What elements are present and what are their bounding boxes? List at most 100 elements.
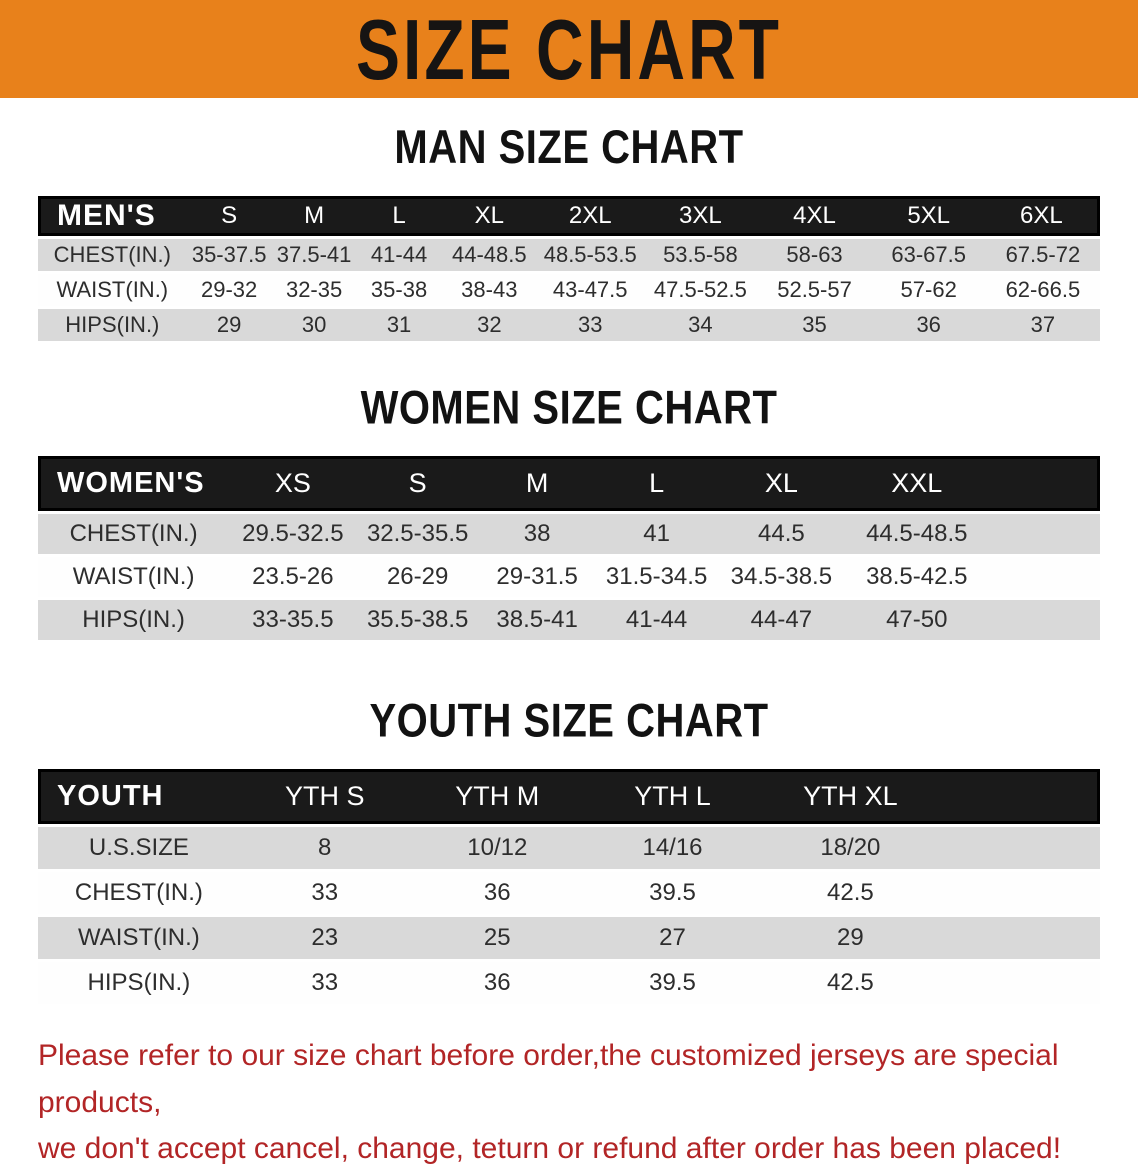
row-label: HIPS(IN.) xyxy=(87,969,191,996)
row-label: U.S.SIZE xyxy=(88,834,189,861)
disclaimer-line-1: Please refer to our size chart before or… xyxy=(38,1039,1059,1119)
size-column-header: XL xyxy=(441,196,538,236)
table-row: HIPS(IN.) 33 36 39.5 42.5 xyxy=(38,962,1100,1004)
size-value-cell: 36 xyxy=(483,969,511,996)
section-women: WOMEN SIZE CHART WOMEN'S XS S M L XL XXL CHEST(… xyxy=(38,382,1100,643)
size-column-header: YTH M xyxy=(409,769,585,824)
size-column-header: S xyxy=(356,456,479,511)
page-title: SIZE CHART xyxy=(356,0,782,98)
table-header-row: MEN'S S M L XL 2XL 3XL 4XL 5XL 6XL xyxy=(38,196,1100,236)
table-corner-label: MEN'S xyxy=(38,196,187,236)
size-column-header: L xyxy=(356,196,442,236)
size-value-cell: 33-35.5 xyxy=(252,606,334,633)
cell-spacer xyxy=(988,600,1100,640)
size-table: MEN'S S M L XL 2XL 3XL 4XL 5XL 6XL CHEST(IN.) 35-37… xyxy=(38,193,1100,344)
size-value-cell: 42.5 xyxy=(827,879,874,906)
size-value-cell: 36 xyxy=(916,312,941,337)
size-column-header: M xyxy=(478,456,596,511)
size-value-cell: 62-66.5 xyxy=(1005,277,1081,302)
row-label: WAIST(IN.) xyxy=(56,277,169,302)
size-table: WOMEN'S XS S M L XL XXL CHEST(IN.) 29.5-32.5 32.5… xyxy=(38,453,1100,643)
table-corner-label: WOMEN'S xyxy=(38,456,230,511)
cell-spacer xyxy=(988,557,1100,597)
table-header-row: WOMEN'S XS S M L XL XXL xyxy=(38,456,1100,511)
header-spacer xyxy=(940,769,1100,824)
youth-size-table: YOUTH YTH S YTH M YTH L YTH XL U.S.SIZE 8 10/12… xyxy=(38,766,1100,1007)
size-value-cell: 29-31.5 xyxy=(496,563,578,590)
size-value-cell: 32-35 xyxy=(285,277,343,302)
size-table: YOUTH YTH S YTH M YTH L YTH XL U.S.SIZE 8 10/12… xyxy=(38,766,1100,1007)
size-value-cell: 33 xyxy=(311,969,339,996)
size-value-cell: 35.5-38.5 xyxy=(366,606,469,633)
size-value-cell: 57-62 xyxy=(900,277,957,302)
size-value-cell: 23 xyxy=(311,924,339,951)
size-value-cell: 58-63 xyxy=(786,242,843,267)
size-value-cell: 31 xyxy=(386,312,412,337)
size-value-cell: 63-67.5 xyxy=(891,242,966,267)
row-label: CHEST(IN.) xyxy=(74,879,203,906)
size-value-cell: 34 xyxy=(688,312,713,337)
size-value-cell: 48.5-53.5 xyxy=(543,242,637,267)
size-value-cell: 8 xyxy=(318,834,332,861)
size-value-cell: 41-44 xyxy=(370,242,428,267)
size-value-cell: 47-50 xyxy=(886,606,948,633)
size-value-cell: 52.5-57 xyxy=(777,277,852,302)
size-value-cell: 25 xyxy=(483,924,511,951)
size-value-cell: 27 xyxy=(659,924,686,951)
size-value-cell: 38-43 xyxy=(461,277,518,302)
size-value-cell: 38.5-41 xyxy=(496,606,578,633)
size-value-cell: 41 xyxy=(643,520,670,547)
size-value-cell: 23.5-26 xyxy=(252,563,334,590)
size-column-header: 6XL xyxy=(985,196,1100,236)
size-value-cell: 10/12 xyxy=(467,834,528,861)
size-value-cell: 18/20 xyxy=(820,834,881,861)
size-value-cell: 39.5 xyxy=(649,879,696,906)
table-row: HIPS(IN.) 33-35.5 35.5-38.5 38.5-41 41-44 44-… xyxy=(38,600,1100,640)
size-value-cell: 53.5-58 xyxy=(663,242,738,267)
men-size-table: MEN'S S M L XL 2XL 3XL 4XL 5XL 6XL CHEST(IN.) 35-37… xyxy=(38,193,1100,344)
size-column-header: 5XL xyxy=(871,196,986,236)
size-value-cell: 35-38 xyxy=(370,277,428,302)
size-value-cell: 31.5-34.5 xyxy=(605,563,708,590)
size-value-cell: 32.5-35.5 xyxy=(366,520,469,547)
section-youth: YOUTH SIZE CHART YOUTH YTH S YTH M YTH L YTH… xyxy=(38,695,1100,1007)
table-row: CHEST(IN.) 29.5-32.5 32.5-35.5 38 41 44.5 44.5… xyxy=(38,514,1100,554)
women-size-table: WOMEN'S XS S M L XL XXL CHEST(IN.) 29.5-32.5 32.5… xyxy=(38,453,1100,643)
size-column-header: YTH L xyxy=(584,769,761,824)
row-label: CHEST(IN.) xyxy=(69,520,198,547)
size-column-header: 3XL xyxy=(643,196,758,236)
size-value-cell: 43-47.5 xyxy=(552,277,628,302)
disclaimer-line-2: we don't accept cancel, change, teturn o… xyxy=(38,1132,1062,1165)
row-label: HIPS(IN.) xyxy=(65,312,160,337)
size-column-header: XS xyxy=(229,456,357,511)
size-value-cell: 44-48.5 xyxy=(452,242,527,267)
row-label: WAIST(IN.) xyxy=(78,924,200,951)
size-value-cell: 35-37.5 xyxy=(191,242,267,267)
size-value-cell: 38.5-42.5 xyxy=(866,563,968,590)
size-value-cell: 32 xyxy=(477,312,502,337)
size-value-cell: 42.5 xyxy=(827,969,874,996)
size-value-cell: 34.5-38.5 xyxy=(730,563,833,590)
table-corner-label: YOUTH xyxy=(38,769,240,824)
cell-spacer xyxy=(988,514,1100,554)
table-row: CHEST(IN.) 33 36 39.5 42.5 xyxy=(38,872,1100,914)
men-section-heading: MAN SIZE CHART xyxy=(394,121,744,174)
size-column-header: L xyxy=(595,456,718,511)
size-column-header: YTH XL xyxy=(760,769,941,824)
size-value-cell: 29 xyxy=(216,312,242,337)
table-header-row: YOUTH YTH S YTH M YTH L YTH XL xyxy=(38,769,1100,824)
size-column-header: XL xyxy=(717,456,846,511)
table-row: U.S.SIZE 8 10/12 14/16 18/20 xyxy=(38,827,1100,869)
size-column-header: M xyxy=(271,196,357,236)
size-value-cell: 26-29 xyxy=(386,563,449,590)
size-value-cell: 14/16 xyxy=(642,834,703,861)
disclaimer: Please refer to our size chart before or… xyxy=(38,1033,1100,1173)
size-column-header: XXL xyxy=(845,456,989,511)
youth-section-heading: YOUTH SIZE CHART xyxy=(369,694,769,747)
size-column-header: YTH S xyxy=(239,769,410,824)
size-value-cell: 39.5 xyxy=(649,969,696,996)
table-row: WAIST(IN.) 23.5-26 26-29 29-31.5 31.5-34.5 34… xyxy=(38,557,1100,597)
size-value-cell: 33 xyxy=(577,312,603,337)
table-row: WAIST(IN.) 23 25 27 29 xyxy=(38,917,1100,959)
